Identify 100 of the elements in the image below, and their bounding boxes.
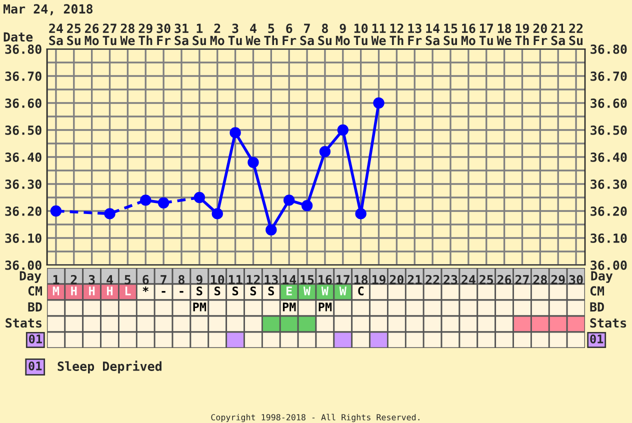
text: PM: [193, 302, 206, 312]
text: Copyright 1998-2018 - All Rights Reserved.: [211, 414, 420, 422]
x2-tick-label: 14 Sa: [426, 24, 440, 46]
x2-tick-label: 25 Su: [67, 24, 81, 46]
category-label: CM: [28, 286, 42, 296]
y2-tick-label: 36.00: [590, 260, 627, 270]
text: S: [250, 286, 256, 296]
y2-tick-label: 36.60: [590, 98, 627, 108]
x2-tick-label: 9 Mo: [336, 24, 350, 46]
y-tick-label: 36.50: [5, 125, 42, 135]
y2-tick-label: 36.20: [590, 206, 627, 216]
text: W: [303, 286, 311, 296]
x-tick-label: 11: [228, 275, 242, 284]
x2-tick-label: 10 Tu: [354, 24, 368, 46]
x2-tick-label: 15 Su: [444, 24, 458, 46]
x2-tick-label: 2 Mo: [210, 24, 224, 46]
y-tick-label: 36.10: [5, 233, 42, 243]
x2-tick-label: 17 Tu: [479, 24, 493, 46]
x2-tick-label: 11 We: [371, 24, 386, 46]
text: 01: [28, 361, 42, 370]
text: M: [52, 286, 60, 296]
x2-tick-label: 6 Fr: [282, 24, 296, 46]
x-tick-label: 28: [533, 274, 547, 284]
x-tick-label: 24: [462, 274, 476, 284]
category-label: CM: [590, 286, 604, 296]
text: H: [89, 286, 95, 296]
y-tick-label: 36.30: [5, 179, 42, 189]
x-tick-label: 29: [551, 274, 565, 284]
x2-tick-label: 28 We: [120, 24, 135, 46]
text: S: [232, 286, 238, 296]
x-tick-label: 18: [354, 274, 368, 284]
x2-tick-label: 20 Fr: [533, 24, 548, 46]
y-tick-label: 36.80: [5, 44, 42, 54]
x2-tick-label: 30 Fr: [156, 24, 171, 46]
x-tick-label: 19: [372, 275, 386, 284]
y2-tick-label: 36.80: [590, 44, 627, 54]
text: H: [107, 286, 113, 296]
x2-tick-label: 18 We: [496, 24, 512, 46]
x-tick-label: 8: [178, 274, 184, 284]
category-label: Stats: [6, 318, 42, 328]
x-axis-title: Day: [20, 271, 42, 283]
text: -: [180, 291, 184, 293]
x-tick-label: 5: [124, 275, 131, 284]
x2-tick-label: 3 Tu: [228, 24, 242, 46]
y2-tick-label: 36.30: [590, 179, 627, 189]
text: PM: [282, 302, 296, 312]
x-tick-label: 9: [196, 275, 202, 284]
y-tick-label: 36.60: [5, 98, 42, 108]
y2-tick-label: 36.10: [590, 233, 627, 243]
x-tick-label: 12: [246, 274, 260, 284]
category-label: BD: [28, 302, 42, 312]
y-tick-label: 36.00: [5, 260, 42, 270]
x2-tick-label: 22 Su: [569, 24, 583, 46]
text: W: [339, 286, 346, 296]
category-label: Stats: [590, 318, 626, 328]
x-tick-label: 3: [88, 274, 95, 284]
x-tick-label: 22: [426, 274, 440, 284]
x2-tick-label: 27 Tu: [102, 24, 116, 46]
x-tick-label: 27: [515, 274, 529, 284]
y-tick-label: 36.40: [5, 152, 42, 162]
text: H: [71, 286, 77, 296]
text: L: [125, 286, 131, 296]
x2-tick-label: 5 Th: [264, 24, 278, 46]
x-tick-label: 16: [318, 274, 332, 284]
text: S: [196, 286, 202, 296]
x-tick-label: 2: [70, 274, 77, 284]
x-tick-label: 17: [336, 275, 350, 284]
x2-tick-label: 12 Th: [390, 24, 404, 46]
text: S: [268, 286, 274, 296]
text: Sleep Deprived: [58, 360, 162, 374]
x-tick-label: 6: [142, 274, 149, 284]
x-tick-label: 21: [408, 274, 422, 284]
x-tick-label: 13: [264, 274, 278, 284]
x2-axis-title: Date: [4, 32, 33, 42]
text: PM: [318, 302, 332, 312]
chart-title: Mar 24, 2018: [4, 4, 93, 16]
category-label: BD: [590, 302, 604, 312]
text: Day: [591, 271, 613, 283]
x2-tick-label: 7 Sa: [300, 24, 314, 46]
x2-tick-label: 4 We: [246, 24, 260, 46]
x-tick-label: 4: [106, 275, 113, 284]
y2-tick-label: 36.50: [590, 125, 627, 135]
x2-tick-label: 26 Mo: [84, 24, 99, 46]
category-label: 01: [590, 334, 604, 344]
x2-tick-label: 1 Su: [192, 24, 206, 46]
x-tick-label: 20: [390, 274, 404, 284]
x-tick-label: 1: [53, 275, 60, 284]
legend-title: 01: [29, 334, 42, 344]
x2-tick-label: 29 Th: [138, 24, 152, 46]
x-tick-label: 25: [480, 274, 494, 284]
text: E: [286, 286, 292, 296]
x-tick-label: 7: [160, 275, 166, 284]
y2-tick-label: 36.40: [590, 152, 627, 162]
text: *: [142, 286, 148, 292]
x-tick-label: 15: [300, 275, 314, 284]
x2-tick-label: 31 Sa: [174, 24, 188, 46]
x-tick-label: 30: [569, 274, 583, 284]
x2-tick-label: 24 Sa: [49, 24, 63, 46]
x-tick-label: 23: [444, 274, 458, 284]
x2-tick-label: 8 Su: [318, 24, 332, 46]
